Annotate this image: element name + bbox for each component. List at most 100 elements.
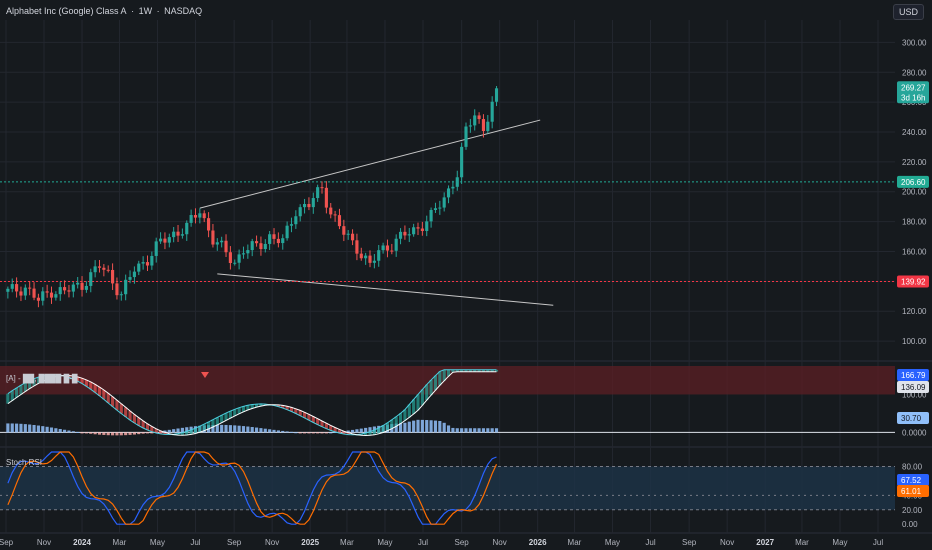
candle-body [416,227,420,229]
cloud-bar [364,433,368,436]
x-tick-label: Mar [568,538,582,547]
histogram-bar [333,432,337,434]
candle-body [364,255,368,259]
candle-body [281,238,285,244]
x-tick-label: Jul [418,538,428,547]
histogram-bar [54,428,58,433]
stoch-rsi-label[interactable]: Stoch RSI [6,458,43,467]
histogram-bar [128,432,132,435]
currency-button[interactable]: USD [892,4,924,20]
cloud-bar [84,379,88,387]
histogram-bar [420,419,424,433]
x-tick-label: 2026 [529,538,547,547]
cloud-bar [477,369,481,372]
candle-body [202,213,206,219]
histogram-bar [176,428,180,433]
y-tick-label: 240.00 [902,128,927,137]
cloud-bar [407,404,411,418]
histogram-bar [416,419,420,433]
histogram-bar [132,432,136,435]
candle-body [54,294,58,298]
histogram-bar [307,432,311,434]
cloud-bar [228,411,232,419]
histogram-bar [23,424,27,433]
candle-body [442,197,446,208]
candle-body [263,243,267,250]
histogram-bar [163,430,167,433]
indicator-value-badge [897,381,929,393]
cloud-bar [211,419,215,427]
candle-body [259,243,263,250]
cloud-bar [233,409,237,416]
cloud-bar [259,403,263,407]
cloud-bar [368,431,372,436]
stoch-d-line [7,451,498,525]
candle-body [494,88,499,102]
candle-body [124,279,128,295]
x-tick-label: Sep [0,538,14,547]
cloud-bar [438,371,442,386]
cloud-bar [102,390,106,400]
x-tick-label: Nov [720,538,734,547]
candle-body [58,287,62,295]
histogram-bar [49,427,54,433]
cloud-bar [193,428,198,434]
histogram-bar [412,420,416,433]
cloud-bar [342,431,346,435]
x-tick-label: Nov [37,538,51,547]
histogram-bar [425,420,429,433]
cloud-bar [93,384,97,393]
histogram-bar [477,428,481,433]
histogram-bar [237,425,241,433]
histogram-bar [272,429,276,433]
histogram-bar [346,430,350,433]
cloud-bar [89,381,93,390]
stoch-value-badge [897,485,929,497]
y-tick-label: 280.00 [902,68,927,77]
symbol-header: Alphabet Inc (Google) Class A · 1W · NAS… [6,6,204,16]
cloud-bar [10,390,14,401]
candle-body [385,245,390,251]
candle-body [486,121,490,132]
histogram-bar [355,429,359,433]
histogram-bar [311,432,315,434]
stoch-band [0,466,895,510]
histogram-bar [32,424,36,433]
y-tick-label: 0.00 [902,520,918,529]
cloud-bar [359,434,363,436]
candle-body [228,252,232,264]
interval-label[interactable]: 1W [138,6,153,16]
histogram-bar [80,432,84,434]
candle-body [19,291,23,296]
cloud-bar [468,369,472,372]
cloud-bar [451,369,455,373]
cloud-bar [202,424,206,431]
candle-body [403,231,407,236]
cloud-bar [381,425,385,433]
cloud-bar [224,413,228,421]
histogram-bar [294,432,298,434]
candle-body [412,227,416,235]
cloud-bar [377,427,381,434]
histogram-bar [115,432,119,436]
x-tick-label: May [377,538,392,547]
histogram-bar [302,432,307,434]
candle-body [132,271,136,278]
cloud-bar [307,414,311,421]
histogram-bar [464,428,468,433]
cloud-bar [237,407,241,414]
histogram-bar [250,427,254,433]
cloud-bar [254,404,259,408]
histogram-bar [84,432,88,434]
histogram-bar [281,430,285,433]
candle-body [460,146,464,178]
candle-body [215,242,219,245]
histogram-bar [350,429,355,433]
cloud-bar [324,423,328,429]
cloud-bar [124,407,128,417]
histogram-bar [490,428,494,433]
histogram-bar [119,432,123,436]
histogram-bar [10,423,14,433]
indicator-pane-label[interactable]: [A] - ██, ████ █-█ [6,374,78,383]
